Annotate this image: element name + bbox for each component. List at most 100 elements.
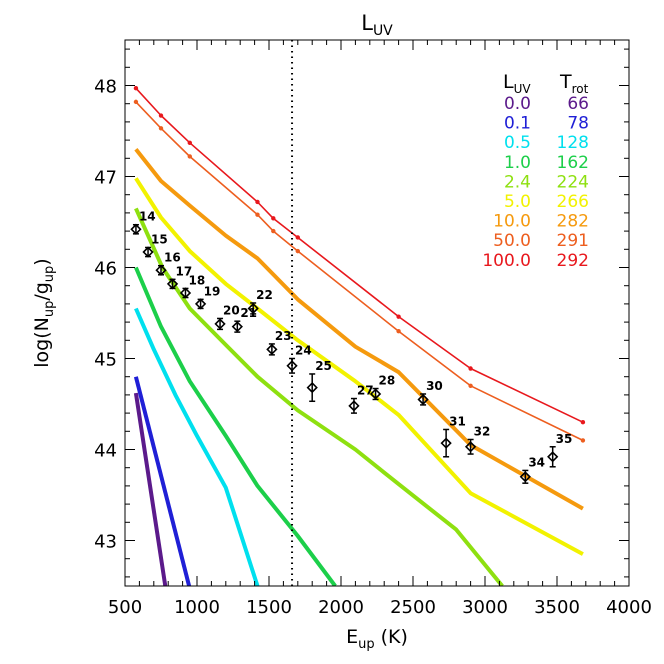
series-point-luv-50.0 <box>396 329 401 334</box>
data-label-24: 24 <box>295 344 312 358</box>
series-point-luv-50.0 <box>468 383 473 388</box>
series-point-luv-50.0 <box>255 212 260 217</box>
legend-trot-162: 162 <box>557 153 589 173</box>
data-label-23: 23 <box>275 329 292 343</box>
legend-trot-66: 66 <box>567 94 589 114</box>
legend-trot-224: 224 <box>557 172 589 192</box>
data-label-28: 28 <box>379 374 396 388</box>
x-tick-label: 500 <box>108 597 142 618</box>
y-axis-label-sub1: up <box>42 301 57 318</box>
y-tick-label: 48 <box>94 77 117 98</box>
x-tick-label: 3500 <box>534 597 580 618</box>
data-point-23 <box>266 343 278 356</box>
series-point-luv-100.0 <box>255 199 260 205</box>
data-label-32: 32 <box>474 424 491 438</box>
series-point-luv-100.0 <box>396 314 401 319</box>
data-point-32 <box>464 441 477 453</box>
y-tick-label: 47 <box>94 168 117 189</box>
series-point-luv-50.0 <box>271 228 276 234</box>
y-tick-label: 43 <box>94 532 117 553</box>
chart-title-sub: UV <box>373 23 393 39</box>
y-axis-label-sub2: up <box>42 266 57 283</box>
y-tick-label: 46 <box>94 259 117 280</box>
series-line-luv-5.0 <box>134 177 584 556</box>
data-label-34: 34 <box>528 455 545 469</box>
x-tick-label: 1500 <box>246 597 292 618</box>
series-point-luv-100.0 <box>468 366 473 371</box>
x-axis-label-sub: up <box>358 637 375 652</box>
data-point-22 <box>247 302 259 315</box>
data-label-18: 18 <box>188 273 205 287</box>
x-tick-label: 4000 <box>606 597 652 618</box>
x-axis-label-tail: (K) <box>375 626 408 648</box>
y-axis-label-pre: log(N <box>31 317 53 368</box>
series-point-luv-50.0 <box>187 154 192 159</box>
series-line-luv-1.0 <box>134 266 337 586</box>
legend-luv-2.4: 2.4 <box>504 172 531 192</box>
data-point-30 <box>417 393 429 406</box>
series-point-luv-100.0 <box>580 420 586 425</box>
series-point-luv-100.0 <box>133 86 139 91</box>
legend-trot-292: 292 <box>557 251 589 271</box>
series-line-luv-2.4 <box>134 207 504 586</box>
axes: 500 1000 1500 2000 2500 3000 3500 4000 43 44 45 46 4… <box>94 40 652 618</box>
legend: LUV Trot 0.0 66 0.1 78 0.5 128 1.0 162 2.4 224 5.0… <box>482 71 589 271</box>
data-label-14: 14 <box>139 210 156 224</box>
data-point-14 <box>130 223 142 235</box>
x-axis-label-main: E <box>346 626 358 648</box>
data-label-27: 27 <box>357 384 374 398</box>
data-point-20 <box>214 318 226 330</box>
legend-trot-291: 291 <box>557 231 589 251</box>
data-point-31 <box>440 437 452 449</box>
x-tick-label: 1000 <box>174 597 220 618</box>
data-point-17 <box>166 278 179 290</box>
y-axis-label-mid: /g <box>31 282 53 300</box>
legend-luv-0.1: 0.1 <box>504 114 531 134</box>
series-point-luv-100.0 <box>295 235 300 240</box>
series-line-luv-0.0 <box>133 392 168 586</box>
series-point-luv-50.0 <box>133 99 139 105</box>
series-point-luv-50.0 <box>580 438 586 443</box>
chart-title: LUV <box>361 11 393 39</box>
series-point-luv-50.0 <box>158 126 164 131</box>
data-label-30: 30 <box>426 379 443 393</box>
legend-luv-1.0: 1.0 <box>504 153 531 173</box>
data-label-15: 15 <box>151 232 168 246</box>
series-point-luv-50.0 <box>295 248 300 254</box>
series-line-luv-10.0 <box>134 147 584 511</box>
data-point-25 <box>306 381 318 394</box>
data-label-25: 25 <box>315 359 332 373</box>
legend-trot-128: 128 <box>557 133 589 153</box>
chart-title-main: L <box>361 11 373 35</box>
data-label-20: 20 <box>223 303 240 317</box>
legend-header-luv-main: L <box>503 71 514 93</box>
data-point-35 <box>547 451 559 463</box>
model-curves <box>133 86 586 586</box>
legend-luv-50.0: 50.0 <box>493 231 531 251</box>
data-point-27 <box>348 400 360 412</box>
legend-header-trot-sub: rot <box>572 82 589 96</box>
legend-trot-78: 78 <box>567 114 589 134</box>
x-tick-label: 2000 <box>318 597 364 618</box>
legend-header-trot-main: T <box>559 71 572 93</box>
data-label-31: 31 <box>449 414 466 428</box>
legend-luv-0.5: 0.5 <box>504 133 531 153</box>
legend-trot-282: 282 <box>557 212 589 232</box>
y-tick-label: 45 <box>94 350 117 371</box>
legend-header-luv-sub: UV <box>514 82 532 96</box>
legend-luv-10.0: 10.0 <box>493 212 531 232</box>
data-label-35: 35 <box>556 432 573 446</box>
x-tick-label: 2500 <box>390 597 436 618</box>
legend-header-luv: LUV <box>503 71 531 96</box>
data-point-15 <box>142 246 154 258</box>
series-line-luv-0.1 <box>133 376 192 586</box>
series-point-luv-100.0 <box>158 113 164 118</box>
y-axis-label-post: ) <box>31 258 53 265</box>
legend-header-trot: Trot <box>559 71 589 96</box>
data-point-18 <box>179 287 192 299</box>
data-label-16: 16 <box>164 251 181 265</box>
data-label-19: 19 <box>204 284 221 298</box>
x-tick-label: 3000 <box>462 597 508 618</box>
